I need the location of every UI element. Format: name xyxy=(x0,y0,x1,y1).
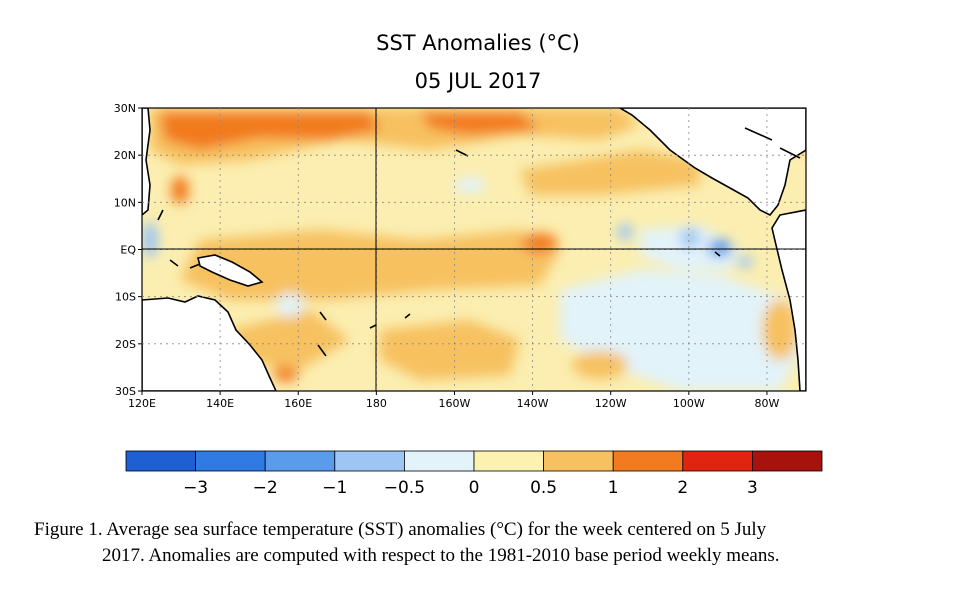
colorbar-segment xyxy=(752,450,823,472)
lon-label: 120W xyxy=(595,397,627,410)
lat-label: 10S xyxy=(115,291,136,304)
lon-label: 120E xyxy=(128,397,156,410)
colorbar-segment xyxy=(195,450,266,472)
sst-anomaly-map: 30N 20N 10N EQ 10S 20S 30S 120E 140E 160E 180 160W… xyxy=(114,102,823,498)
lat-label: 30S xyxy=(115,385,136,398)
colorbar-tick-label: 1 xyxy=(608,478,619,498)
lon-label: 160W xyxy=(439,397,471,410)
colorbar-tick-label: −0.5 xyxy=(384,478,425,498)
colorbar-tick-label: 2 xyxy=(677,478,688,498)
lat-label: 30N xyxy=(114,102,136,115)
colorbar-segment xyxy=(473,450,544,472)
lon-label: 160E xyxy=(284,397,312,410)
colorbar-segment xyxy=(543,450,614,472)
colorbar-tick-label: −3 xyxy=(183,478,208,498)
lat-label: 20S xyxy=(115,338,136,351)
colorbar-segment xyxy=(264,450,336,472)
colorbar-tick-label: 0 xyxy=(469,478,480,498)
colorbar-segment xyxy=(403,450,475,472)
lat-label: 20N xyxy=(114,149,136,162)
lon-label: 80W xyxy=(755,397,780,410)
colorbar-segment xyxy=(612,450,684,472)
colorbar-segment xyxy=(334,450,405,472)
lon-label: 100W xyxy=(673,397,705,410)
lon-label: 140E xyxy=(206,397,234,410)
lat-label: 10N xyxy=(114,196,136,209)
caption-line-2: 2017. Anomalies are computed with respec… xyxy=(102,545,780,566)
lat-label: EQ xyxy=(120,244,136,257)
caption-line-1: Figure 1. Average sea surface temperatur… xyxy=(34,519,767,540)
map-date: 05 JUL 2017 xyxy=(414,69,542,93)
lon-label: 180 xyxy=(366,397,387,410)
colorbar-segment xyxy=(682,450,753,472)
figure-caption: Figure 1. Average sea surface temperatur… xyxy=(34,517,934,569)
island-outlines xyxy=(157,127,801,357)
colorbar-segment xyxy=(125,450,196,472)
colorbar xyxy=(125,450,823,472)
colorbar-tick-label: 3 xyxy=(747,478,758,498)
colorbar-tick-label: 0.5 xyxy=(530,478,557,498)
colorbar-tick-label: −1 xyxy=(322,478,347,498)
map-title: SST Anomalies (°C) xyxy=(376,31,580,55)
colorbar-tick-label: −2 xyxy=(253,478,278,498)
lon-label: 140W xyxy=(517,397,549,410)
